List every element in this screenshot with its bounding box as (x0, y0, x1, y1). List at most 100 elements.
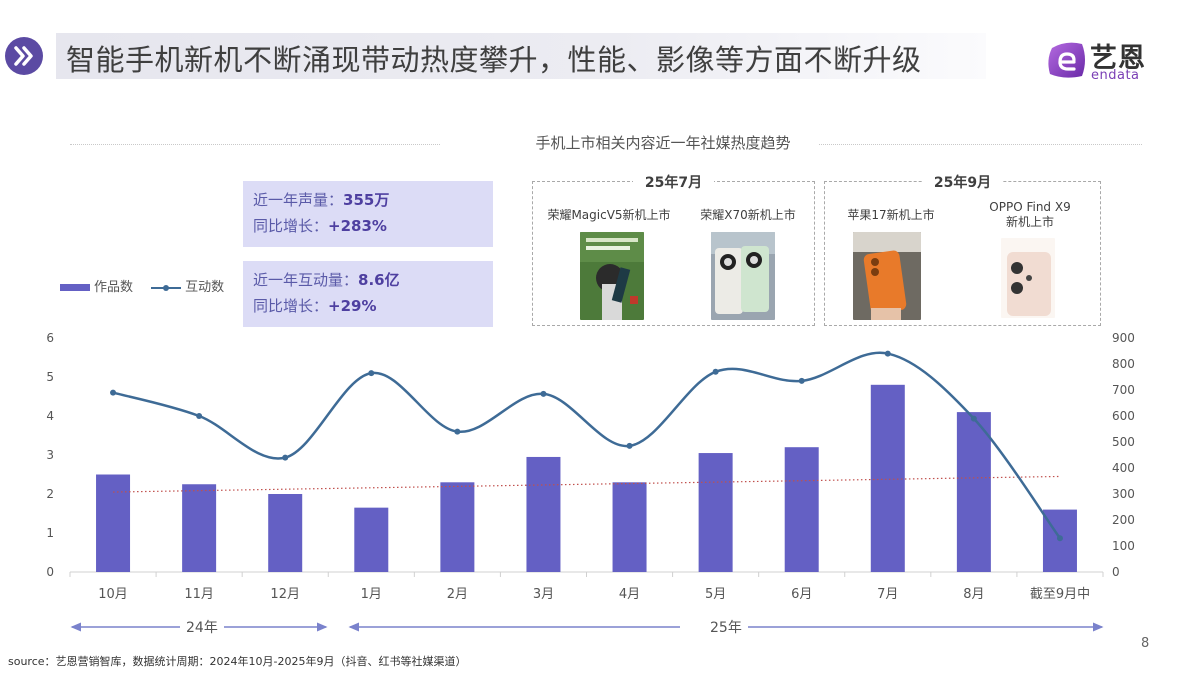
bar (612, 482, 647, 572)
y-right-tick: 200 (1112, 513, 1135, 527)
source-note: source：艺恩营销智库，数据统计周期：2024年10月-2025年9月（抖音… (8, 655, 467, 668)
logo-chinese-text: 艺恩 (1090, 43, 1146, 74)
bar (440, 482, 475, 572)
chart-legend: 作品数 互动数 (60, 276, 224, 295)
brand-logo: 艺恩 endata (1046, 36, 1166, 86)
launch-item: 荣耀MagicV5新机上市 (539, 206, 679, 223)
page-title: 智能手机新机不断涌现带动热度攀升，性能、影像等方面不断升级 (66, 43, 922, 77)
x-tick-label: 截至9月中 (1030, 587, 1090, 602)
year-timeline (70, 622, 1104, 632)
double-chevron-right-icon (5, 37, 43, 75)
legend-bar-swatch (60, 284, 90, 291)
launch-period: 25年9月 (921, 175, 1004, 191)
launch-period: 25年7月 (632, 175, 715, 191)
x-tick-label: 5月 (705, 587, 726, 602)
y-right-tick: 400 (1112, 461, 1135, 475)
stat-box-volume: 近一年声量：355万 同比增长：+283% (243, 181, 493, 247)
line-marker (626, 442, 633, 449)
x-tick-label: 10月 (98, 587, 128, 602)
x-tick-label: 6月 (791, 587, 812, 602)
stat-growth: +29% (328, 297, 377, 315)
bar (354, 507, 389, 572)
launch-label: 荣耀X70新机上市 (700, 208, 796, 222)
year-label-2025: 25年 (704, 617, 748, 637)
line-marker (884, 350, 891, 357)
bar (956, 412, 991, 572)
divider (70, 144, 440, 145)
y-left-tick: 3 (46, 448, 54, 462)
bar (268, 494, 303, 572)
bar (870, 384, 905, 572)
y-left-tick: 0 (46, 565, 54, 579)
divider (770, 144, 1142, 145)
line-marker (196, 413, 203, 419)
stat-label: 同比增长： (253, 297, 329, 315)
honor-x70-photo (711, 232, 775, 320)
stat-label: 同比增长： (253, 217, 329, 235)
line-marker (368, 370, 375, 377)
stat-label: 近一年声量： (253, 191, 344, 209)
line-marker (110, 389, 117, 396)
launch-label: OPPO Find X9 (989, 200, 1071, 214)
x-tick-label: 4月 (619, 587, 640, 602)
bar (96, 474, 131, 572)
x-tick-label: 1月 (361, 587, 382, 602)
section-title-row: 手机上市相关内容近一年社媒热度趋势 (70, 132, 1142, 156)
x-tick-label: 3月 (533, 587, 554, 602)
line-marker (798, 377, 805, 384)
line-marker (540, 390, 547, 397)
y-right-tick: 600 (1112, 409, 1135, 423)
launch-label: 新机上市 (1005, 215, 1054, 229)
line-marker (970, 415, 977, 422)
x-tick-label: 2月 (447, 587, 468, 602)
y-left-tick: 5 (46, 370, 54, 384)
x-tick-label: 8月 (963, 587, 984, 602)
stat-label: 近一年互动量： (253, 271, 359, 289)
legend-line-label: 互动数 (185, 280, 225, 295)
launch-label: 苹果17新机上市 (847, 208, 935, 222)
launch-item: OPPO Find X9 新机上市 (965, 200, 1095, 230)
stat-box-interaction: 近一年互动量：8.6亿 同比增长：+29% (243, 261, 493, 327)
bar (526, 456, 561, 572)
launch-item: 荣耀X70新机上市 (683, 206, 813, 223)
y-right-tick: 800 (1112, 357, 1135, 371)
y-right-tick: 100 (1112, 539, 1135, 553)
y-right-tick: 900 (1112, 331, 1135, 345)
line-marker (454, 428, 461, 435)
y-right-tick: 300 (1112, 487, 1135, 501)
bar (784, 447, 819, 572)
y-left-tick: 2 (46, 487, 54, 501)
stat-growth: +283% (328, 217, 387, 235)
x-tick-label: 11月 (184, 587, 214, 602)
page-number: 8 (1141, 636, 1150, 651)
launch-label: 荣耀MagicV5新机上市 (547, 208, 671, 222)
launch-box-september: 25年9月 苹果17新机上市 OPPO Find X9 新机上市 (824, 175, 1101, 326)
oppo-find-x9-photo (1001, 238, 1055, 318)
launch-item: 苹果17新机上市 (831, 206, 951, 223)
line-marker (1056, 535, 1063, 542)
title-bar (56, 33, 986, 79)
stat-value: 8.6亿 (358, 271, 400, 289)
year-label-2024: 24年 (180, 617, 224, 637)
stat-value: 355万 (343, 191, 390, 209)
y-right-tick: 0 (1112, 565, 1120, 579)
iphone-17-photo (853, 232, 921, 320)
line-marker (712, 368, 719, 375)
trend-line (113, 475, 1060, 493)
legend-line-swatch (151, 284, 182, 291)
y-left-tick: 1 (46, 526, 54, 540)
chart-title: 手机上市相关内容近一年社媒热度趋势 (508, 132, 818, 153)
honor-magic-v5-photo (580, 232, 644, 320)
launch-box-july: 25年7月 荣耀MagicV5新机上市 荣耀X70新机上市 (532, 175, 815, 326)
endata-e-logo-icon (1048, 42, 1085, 78)
x-tick-label: 7月 (877, 587, 898, 602)
y-left-tick: 4 (46, 409, 54, 423)
bar (182, 484, 217, 572)
legend-bar-label: 作品数 (94, 280, 134, 295)
logo-english-text: endata (1091, 68, 1140, 83)
bar (698, 453, 733, 572)
line-marker (282, 454, 289, 461)
x-tick-label: 12月 (270, 587, 300, 602)
y-left-tick: 6 (46, 331, 54, 345)
